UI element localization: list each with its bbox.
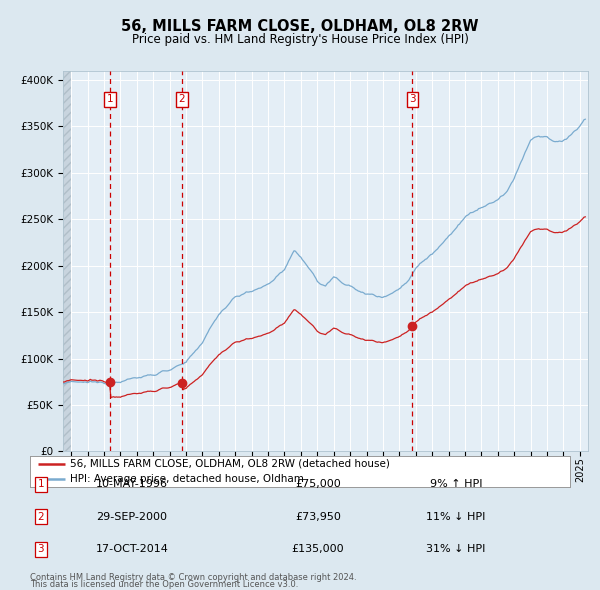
Text: 2: 2 bbox=[37, 512, 44, 522]
Text: 17-OCT-2014: 17-OCT-2014 bbox=[95, 545, 169, 554]
Bar bbox=[63, 71, 71, 451]
Text: 10-MAY-1996: 10-MAY-1996 bbox=[96, 480, 168, 489]
Text: This data is licensed under the Open Government Licence v3.0.: This data is licensed under the Open Gov… bbox=[30, 579, 298, 589]
Text: 29-SEP-2000: 29-SEP-2000 bbox=[97, 512, 167, 522]
Text: 9% ↑ HPI: 9% ↑ HPI bbox=[430, 480, 482, 489]
Text: 56, MILLS FARM CLOSE, OLDHAM, OL8 2RW: 56, MILLS FARM CLOSE, OLDHAM, OL8 2RW bbox=[121, 19, 479, 34]
Text: 3: 3 bbox=[409, 94, 416, 104]
Text: Price paid vs. HM Land Registry's House Price Index (HPI): Price paid vs. HM Land Registry's House … bbox=[131, 33, 469, 46]
Text: 56, MILLS FARM CLOSE, OLDHAM, OL8 2RW (detached house): 56, MILLS FARM CLOSE, OLDHAM, OL8 2RW (d… bbox=[71, 459, 391, 468]
Text: Contains HM Land Registry data © Crown copyright and database right 2024.: Contains HM Land Registry data © Crown c… bbox=[30, 572, 356, 582]
Text: 1: 1 bbox=[107, 94, 113, 104]
Text: £135,000: £135,000 bbox=[292, 545, 344, 554]
Text: 31% ↓ HPI: 31% ↓ HPI bbox=[427, 545, 485, 554]
Text: 3: 3 bbox=[37, 545, 44, 554]
Text: 11% ↓ HPI: 11% ↓ HPI bbox=[427, 512, 485, 522]
Text: £73,950: £73,950 bbox=[295, 512, 341, 522]
Text: 1: 1 bbox=[37, 480, 44, 489]
Text: £75,000: £75,000 bbox=[295, 480, 341, 489]
Text: 2: 2 bbox=[179, 94, 185, 104]
Text: HPI: Average price, detached house, Oldham: HPI: Average price, detached house, Oldh… bbox=[71, 474, 304, 484]
